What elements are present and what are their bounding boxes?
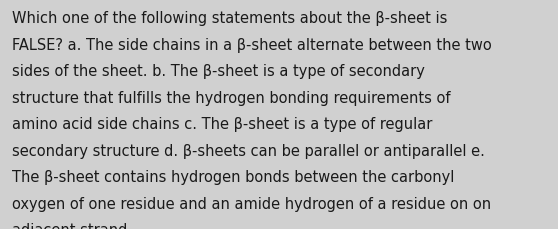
Text: oxygen of one residue and an amide hydrogen of a residue on on: oxygen of one residue and an amide hydro…: [12, 196, 492, 211]
Text: structure that fulfills the hydrogen bonding requirements of: structure that fulfills the hydrogen bon…: [12, 90, 451, 105]
Text: secondary structure d. β-sheets can be parallel or antiparallel e.: secondary structure d. β-sheets can be p…: [12, 143, 485, 158]
Text: amino acid side chains c. The β-sheet is a type of regular: amino acid side chains c. The β-sheet is…: [12, 117, 432, 132]
Text: sides of the sheet. b. The β-sheet is a type of secondary: sides of the sheet. b. The β-sheet is a …: [12, 64, 425, 79]
Text: adjacent strand.: adjacent strand.: [12, 222, 132, 229]
Text: FALSE? a. The side chains in a β-sheet alternate between the two: FALSE? a. The side chains in a β-sheet a…: [12, 38, 492, 53]
Text: The β-sheet contains hydrogen bonds between the carbonyl: The β-sheet contains hydrogen bonds betw…: [12, 169, 455, 184]
Text: Which one of the following statements about the β-sheet is: Which one of the following statements ab…: [12, 11, 448, 26]
